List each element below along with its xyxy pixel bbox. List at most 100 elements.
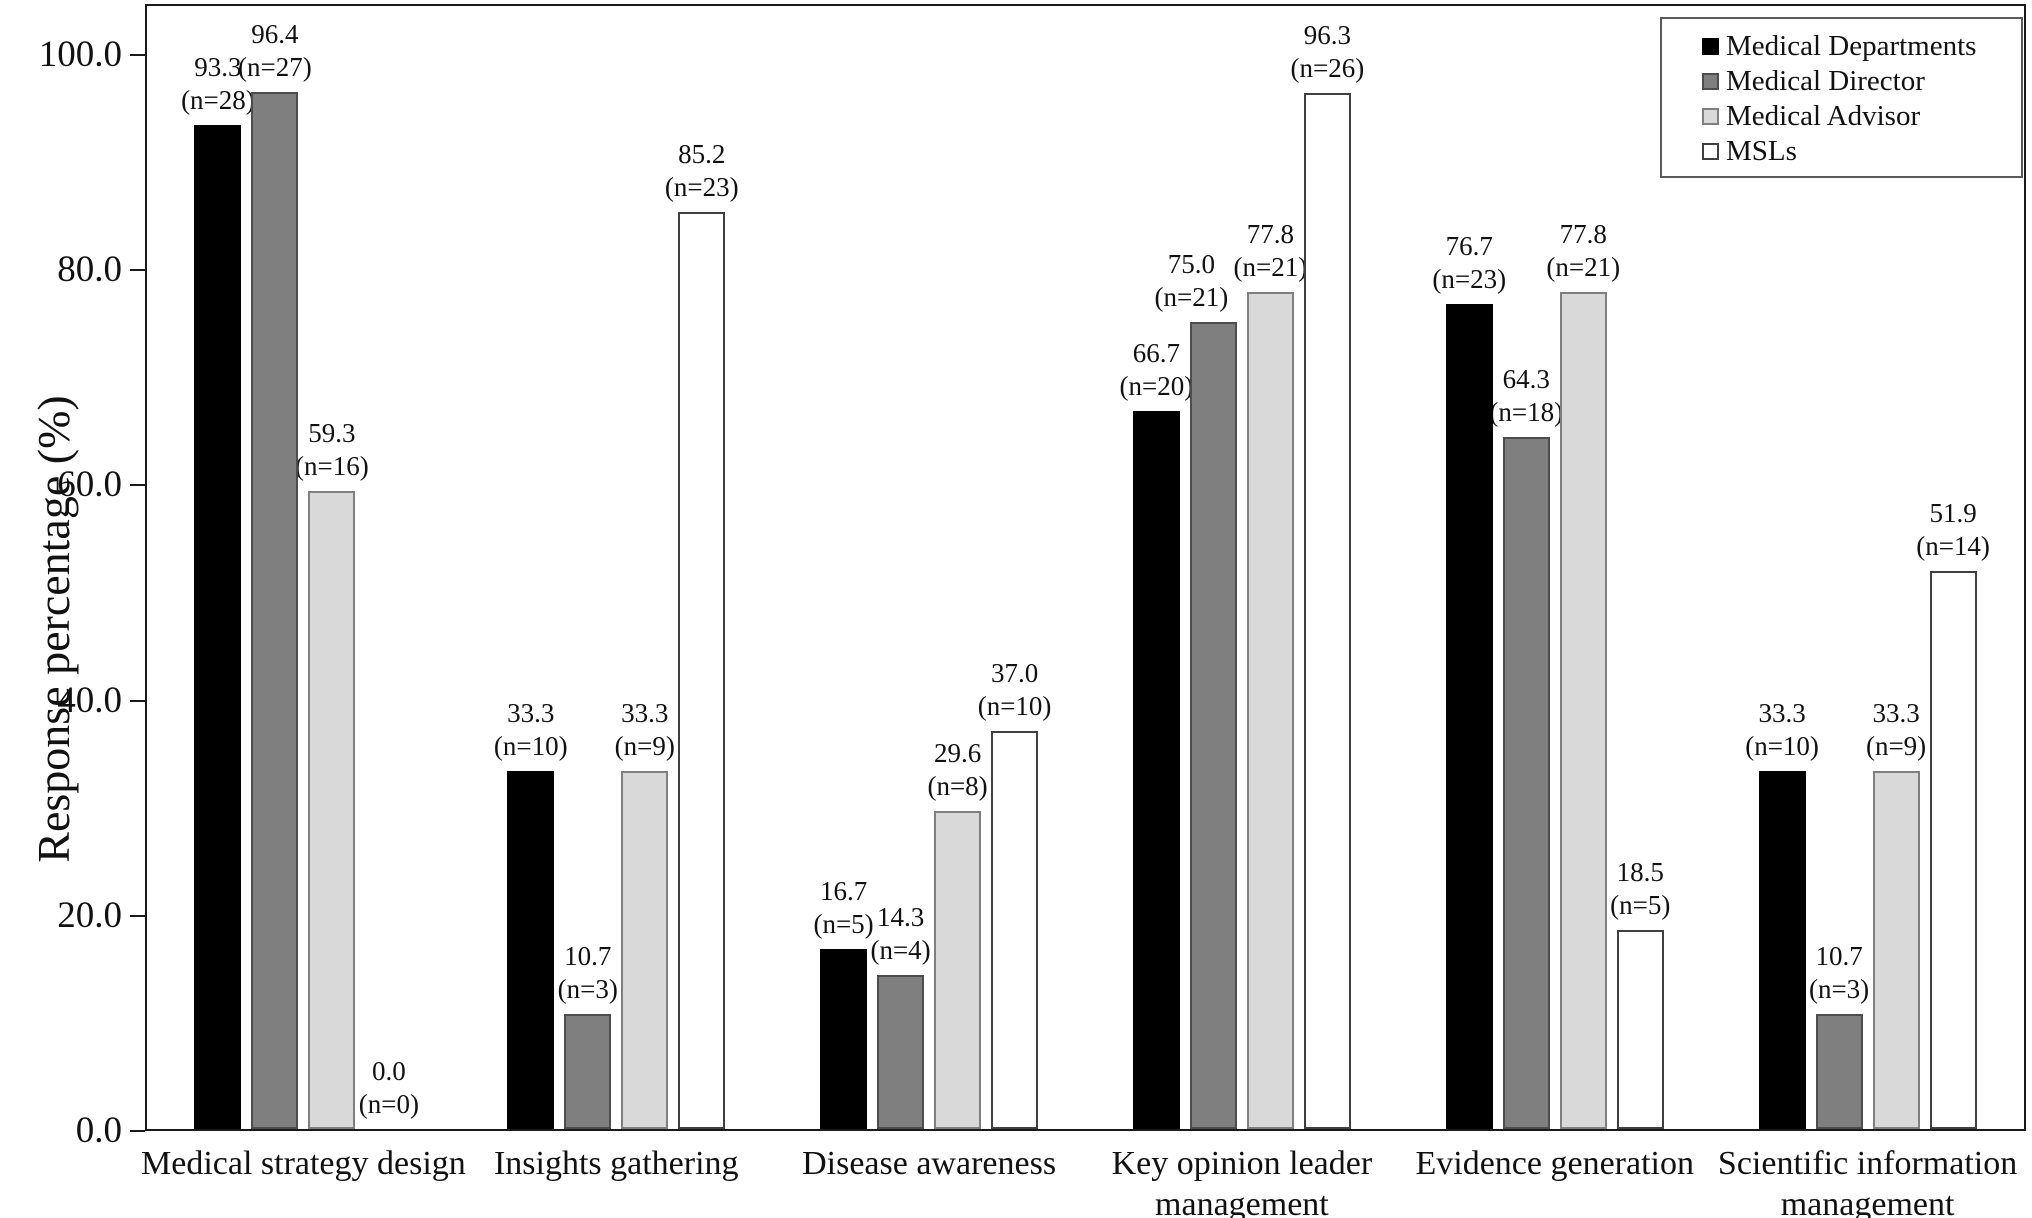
bar-value-label: 51.9 (n=14) (1868, 497, 2032, 563)
x-category-line: management (1155, 1186, 1329, 1218)
bar-n-count: (n=3) (557, 974, 618, 1004)
bar-n-count: (n=21) (1154, 282, 1229, 312)
bar-value-label: 33.3 (n=9) (1811, 697, 1981, 763)
y-tick-label: 20.0 (57, 894, 122, 936)
bar-value-label: 77.8 (n=21) (1185, 218, 1355, 284)
bar-value: 59.3 (308, 418, 356, 448)
y-tick-label: 100.0 (38, 34, 122, 75)
bar-value: 96.3 (1303, 20, 1352, 50)
x-category-label: Evidence generation (1375, 1143, 1735, 1184)
bar-value-label: 33.3 (n=9) (560, 697, 730, 763)
legend-swatch-icon (1702, 73, 1719, 90)
bar-value: 37.0 (990, 658, 1039, 688)
x-category-line: Key opinion leader (1111, 1145, 1373, 1182)
x-category-label: Insights gathering (436, 1143, 796, 1184)
bar (251, 92, 299, 1129)
y-tick-label: 60.0 (57, 464, 122, 506)
bar (877, 975, 925, 1129)
bar (308, 491, 356, 1129)
bar (507, 771, 555, 1129)
legend-item: Medical Departments (1702, 29, 2021, 64)
y-tick-label: 0.0 (75, 1110, 122, 1151)
bar-value: 14.3 (876, 902, 925, 932)
bar-n-count: (n=4) (870, 935, 931, 965)
bar-n-count: (n=28) (181, 85, 255, 115)
bar-value: 75.0 (1167, 249, 1216, 279)
bar-value-label: 75.0 (n=21) (1106, 248, 1276, 314)
bar-n-count: (n=9) (614, 731, 675, 761)
bar-value: 33.3 (507, 698, 555, 728)
bar-n-count: (n=5) (813, 909, 874, 939)
bar-n-count: (n=21) (1546, 252, 1621, 282)
bar-value: 51.9 (1929, 498, 1977, 528)
bar (194, 125, 242, 1129)
bar (1303, 93, 1351, 1129)
bar (1758, 771, 1806, 1129)
bar-n-count: (n=26) (1290, 53, 1365, 83)
bar-value: 96.4 (251, 19, 299, 49)
legend-swatch-icon (1702, 143, 1719, 160)
bar (1189, 322, 1237, 1129)
bar-value-label: 96.3 (n=26) (1242, 19, 1412, 85)
bar-value-label: 33.3 (n=10) (1697, 697, 1867, 763)
bar (1872, 771, 1920, 1129)
bar (1815, 1014, 1863, 1129)
bar-value-label: 29.6 (n=8) (873, 737, 1043, 803)
bar-n-count: (n=10) (977, 691, 1052, 721)
bar-value-label: 66.7 (n=20) (1071, 337, 1241, 403)
bar-value: 10.7 (564, 941, 612, 971)
bar-value: 76.7 (1445, 231, 1493, 261)
bar (991, 731, 1039, 1129)
legend: Medical Departments Medical Director Medic… (1660, 17, 2023, 178)
bar (1132, 411, 1180, 1129)
x-category-label: Disease awareness (749, 1143, 1109, 1184)
bar-n-count: (n=23) (664, 172, 739, 202)
bar-n-count: (n=0) (358, 1089, 420, 1119)
y-tick-mark (130, 54, 145, 56)
bar (621, 771, 669, 1129)
bar-value-label: 0.0 (n=0) (304, 1055, 474, 1121)
bar-n-count: (n=20) (1119, 371, 1194, 401)
bar (820, 949, 868, 1129)
x-category-line: Medical strategy design (141, 1145, 466, 1182)
bar-n-count: (n=5) (1610, 890, 1671, 920)
bar-n-count: (n=18) (1489, 397, 1564, 427)
legend-item: Medical Advisor (1702, 99, 2021, 134)
bar-n-count: (n=10) (1745, 731, 1819, 761)
x-category-line: Disease awareness (802, 1145, 1057, 1182)
bar-n-count: (n=9) (1865, 731, 1927, 761)
bar (1445, 304, 1493, 1129)
x-category-label: Scientific information management (1688, 1143, 2032, 1218)
legend-label: Medical Departments (1726, 30, 1977, 62)
bar-value: 33.3 (1872, 698, 1920, 728)
bar-value: 18.5 (1616, 857, 1664, 887)
bar-value-label: 16.7 (n=5) (759, 875, 929, 941)
legend-item: Medical Director (1702, 64, 2021, 99)
y-tick-label: 40.0 (57, 679, 122, 721)
bar-value: 10.7 (1815, 941, 1863, 971)
bar (934, 811, 982, 1129)
bar-n-count: (n=3) (1808, 974, 1870, 1004)
bar-value: 77.8 (1559, 219, 1607, 249)
x-category-line: Evidence generation (1415, 1145, 1694, 1182)
bar-value-label: 37.0 (n=10) (930, 657, 1100, 723)
bar-value: 33.3 (621, 698, 669, 728)
bar (1616, 930, 1664, 1129)
y-axis-title: Response percentage (%) (28, 395, 79, 863)
bar-n-count: (n=16) (295, 451, 369, 481)
bar-value-label: 77.8 (n=21) (1498, 218, 1668, 284)
bar-value-label: 85.2 (n=23) (617, 138, 787, 204)
bar-value: 85.2 (678, 139, 726, 169)
bar-n-count: (n=14) (1916, 531, 1990, 561)
x-category-label: Medical strategy design (123, 1143, 483, 1184)
y-tick-label: 80.0 (57, 249, 122, 291)
bar-value: 16.7 (819, 876, 868, 906)
y-tick-mark (130, 699, 145, 702)
bar-value: 0.0 (372, 1056, 406, 1086)
bar (1929, 571, 1977, 1129)
bar-value-label: 96.4 (n=27) (190, 18, 360, 84)
legend-label: Medical Director (1726, 65, 1925, 97)
bar-value: 64.3 (1502, 364, 1550, 394)
bar-n-count: (n=23) (1432, 264, 1507, 294)
